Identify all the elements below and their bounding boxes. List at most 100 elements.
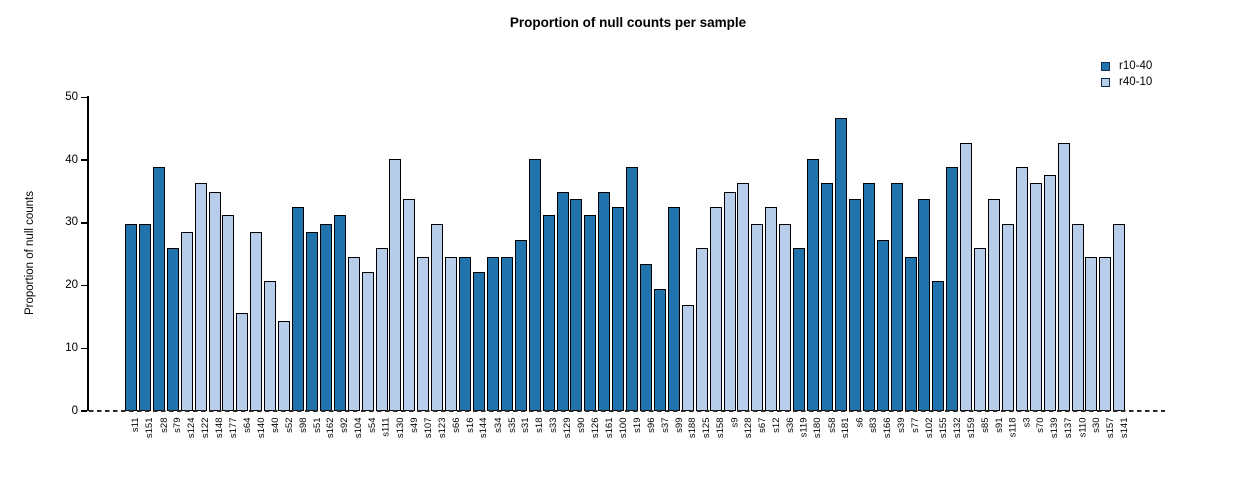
x-tick-label-s92: s92 bbox=[339, 417, 351, 433]
bar-s119 bbox=[793, 247, 806, 411]
y-axis-line bbox=[87, 96, 89, 411]
bar-s140 bbox=[250, 232, 263, 411]
y-tick bbox=[81, 284, 87, 287]
bar-s130 bbox=[389, 158, 402, 411]
x-tick-label-s3: s3 bbox=[1021, 417, 1033, 428]
legend-label: r10-40 bbox=[1119, 60, 1153, 72]
x-tick-label-s99: s99 bbox=[673, 417, 685, 433]
y-tick-label: 50 bbox=[65, 91, 78, 103]
x-tick-label-s54: s54 bbox=[367, 417, 379, 433]
x-tick-label-s123: s123 bbox=[436, 417, 448, 438]
y-tick bbox=[81, 347, 87, 350]
bar-s39 bbox=[890, 183, 903, 411]
bar-s12 bbox=[765, 207, 778, 411]
x-tick-label-s104: s104 bbox=[353, 417, 365, 438]
bar-s125 bbox=[695, 247, 708, 411]
y-tick-label: 40 bbox=[65, 153, 78, 166]
x-tick-label-s64: s64 bbox=[241, 417, 253, 433]
x-tick-label-s125: s125 bbox=[701, 417, 713, 438]
x-tick-label-s129: s129 bbox=[562, 417, 574, 438]
chart-title: Proportion of null counts per sample bbox=[509, 15, 747, 30]
x-tick-label-s90: s90 bbox=[575, 417, 587, 433]
bar-s66 bbox=[445, 256, 458, 411]
bar-s104 bbox=[347, 256, 360, 411]
bar-s126 bbox=[584, 215, 597, 411]
bar-s40 bbox=[264, 280, 277, 411]
legend-item-r40-10: r40-10 bbox=[1101, 76, 1152, 88]
bar-s123 bbox=[431, 224, 444, 411]
y-tick bbox=[81, 222, 87, 224]
y-tick bbox=[81, 159, 87, 161]
bar-s85 bbox=[974, 247, 987, 411]
bar-s92 bbox=[333, 215, 346, 411]
x-tick-label-s177: s177 bbox=[227, 417, 239, 438]
x-tick-label-s31: s31 bbox=[520, 417, 532, 433]
bar-s148 bbox=[208, 191, 221, 411]
x-tick-label-s128: s128 bbox=[742, 417, 754, 438]
y-tick-label: 30 bbox=[65, 216, 78, 229]
x-tick-label-s132: s132 bbox=[951, 417, 963, 438]
y-tick bbox=[81, 410, 87, 412]
bar-s124 bbox=[180, 232, 193, 411]
bar-s162 bbox=[319, 223, 332, 411]
bar-s70 bbox=[1029, 183, 1042, 411]
x-tick-label-s36: s36 bbox=[784, 417, 796, 433]
bar-s3 bbox=[1015, 167, 1028, 411]
legend: r10-40 r40-10 bbox=[1101, 60, 1152, 92]
bar-s166 bbox=[876, 239, 889, 411]
bar-s30 bbox=[1085, 256, 1098, 411]
legend-item-r10-40: r10-40 bbox=[1101, 60, 1152, 72]
bar-s188 bbox=[681, 305, 694, 411]
y-tick-label: 20 bbox=[65, 279, 78, 292]
x-tick-label-s6: s6 bbox=[854, 417, 866, 428]
x-tick-label-s34: s34 bbox=[492, 417, 504, 433]
bar-s177 bbox=[222, 215, 235, 411]
x-tick-label-s37: s37 bbox=[659, 417, 671, 433]
x-tick-label-s188: s188 bbox=[687, 417, 699, 438]
x-tick-label-s66: s66 bbox=[450, 417, 462, 433]
bar-s64 bbox=[236, 313, 249, 411]
bar-s9 bbox=[723, 191, 736, 411]
x-tick-label-s91: s91 bbox=[993, 417, 1005, 433]
bar-s34 bbox=[486, 256, 499, 411]
x-tick-label-s122: s122 bbox=[200, 417, 212, 438]
bar-s139 bbox=[1043, 175, 1056, 411]
bar-s144 bbox=[473, 272, 485, 411]
bar-s28 bbox=[152, 167, 165, 411]
bar-s36 bbox=[779, 224, 792, 411]
x-tick-label-s118: s118 bbox=[1007, 417, 1019, 437]
bar-s157 bbox=[1099, 256, 1112, 411]
bar-s118 bbox=[1001, 224, 1014, 411]
bar-s99 bbox=[667, 207, 680, 411]
x-tick-label-s79: s79 bbox=[172, 417, 184, 433]
x-tick-label-s181: s181 bbox=[840, 417, 852, 438]
x-tick-label-s11: s11 bbox=[130, 417, 142, 432]
x-tick-label-s110: s110 bbox=[1077, 417, 1089, 437]
x-tick-label-s70: s70 bbox=[1035, 417, 1047, 433]
bar-s51 bbox=[305, 232, 318, 411]
bar-s128 bbox=[737, 183, 750, 411]
bar-s19 bbox=[626, 167, 639, 411]
bar-s79 bbox=[166, 247, 179, 411]
x-tick-label-s19: s19 bbox=[631, 417, 643, 433]
x-tick-label-s100: s100 bbox=[617, 417, 629, 438]
bar-s111 bbox=[375, 247, 388, 411]
bar-s132 bbox=[946, 167, 959, 411]
x-tick-label-s161: s161 bbox=[603, 417, 615, 438]
x-tick-label-s83: s83 bbox=[868, 417, 880, 433]
x-tick-label-s141: s141 bbox=[1118, 417, 1130, 438]
bar-s49 bbox=[403, 199, 416, 411]
bar-s11 bbox=[125, 223, 137, 411]
x-tick-label-s77: s77 bbox=[910, 417, 922, 433]
x-tick-label-s40: s40 bbox=[269, 417, 281, 433]
bar-s16 bbox=[459, 256, 472, 411]
bar-s37 bbox=[653, 288, 666, 411]
y-tick bbox=[81, 96, 87, 99]
x-tick-label-s166: s166 bbox=[882, 417, 894, 438]
bar-s102 bbox=[918, 199, 931, 411]
bar-s90 bbox=[570, 199, 583, 411]
x-tick-label-s148: s148 bbox=[214, 417, 226, 438]
x-tick-label-s140: s140 bbox=[255, 417, 267, 438]
bar-s77 bbox=[904, 256, 917, 411]
